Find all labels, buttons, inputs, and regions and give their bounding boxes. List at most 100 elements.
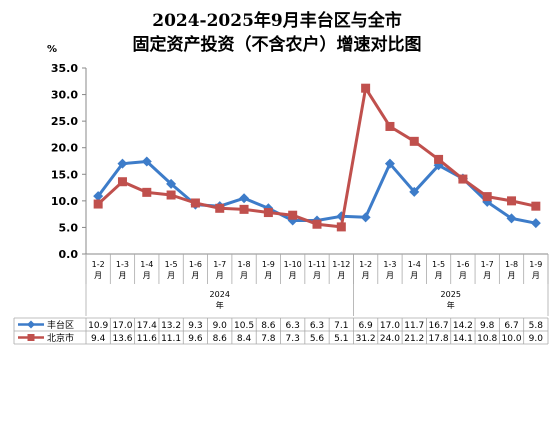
- legend-label: 丰台区: [47, 319, 74, 331]
- x-tick-label-unit: 月: [167, 271, 175, 280]
- table-cell-value: 7.3: [286, 334, 300, 344]
- y-tick-label: 30.0: [51, 89, 78, 102]
- table-cell-value: 6.9: [358, 321, 373, 331]
- x-tick-label: 1-9: [529, 260, 542, 269]
- table-cell-value: 11.7: [404, 321, 424, 331]
- data-point-marker: [507, 196, 517, 206]
- data-point-marker: [117, 177, 127, 187]
- table-cell-value: 7.1: [334, 321, 348, 331]
- data-point-marker: [530, 218, 541, 229]
- table-cell-value: 14.2: [453, 321, 473, 331]
- table-cell-value: 6.3: [310, 321, 324, 331]
- table-cell-value: 31.2: [356, 334, 376, 344]
- x-tick-label: 1-2: [92, 260, 105, 269]
- table-cell-value: 17.0: [112, 321, 132, 331]
- legend-label: 北京市: [47, 332, 74, 344]
- x-tick-label: 1-6: [456, 260, 469, 269]
- table-cell-value: 16.7: [429, 321, 449, 331]
- table-cell-value: 9.6: [188, 334, 203, 344]
- table-cell-value: 9.8: [480, 321, 495, 331]
- table-cell-value: 5.1: [334, 334, 348, 344]
- x-tick-label-unit: 月: [532, 271, 540, 280]
- data-point-marker: [434, 154, 444, 164]
- data-point-marker: [361, 83, 371, 93]
- table-cell-value: 10.5: [234, 321, 254, 331]
- legend-marker: [27, 320, 35, 329]
- table-cell-value: 8.4: [237, 334, 252, 344]
- table-cell-value: 9.0: [213, 321, 228, 331]
- x-tick-label-unit: 月: [143, 271, 151, 280]
- data-point-marker: [166, 190, 176, 200]
- y-tick-label: 35.0: [51, 62, 78, 75]
- data-point-marker: [360, 212, 371, 223]
- data-point-marker: [336, 222, 346, 232]
- data-point-marker: [142, 187, 152, 197]
- y-tick-label: 0.0: [59, 248, 79, 261]
- x-tick-label-unit: 月: [191, 271, 199, 280]
- data-point-marker: [190, 198, 200, 208]
- data-point-marker: [312, 219, 322, 229]
- x-tick-label: 1-6: [189, 260, 202, 269]
- table-cell-value: 9.4: [91, 334, 106, 344]
- data-point-marker: [288, 210, 298, 220]
- y-tick-label: 10.0: [51, 195, 78, 208]
- table-cell-value: 11.6: [137, 334, 157, 344]
- table-cell-value: 5.6: [310, 334, 325, 344]
- table-cell-value: 9.0: [529, 334, 544, 344]
- x-tick-label: 1-7: [213, 260, 226, 269]
- x-group-sub-label: 年: [447, 300, 455, 310]
- x-tick-label-unit: 月: [508, 271, 516, 280]
- chart-title-line2: 固定资产投资（不含农户）增速对比图: [132, 35, 422, 55]
- y-tick-label: 15.0: [51, 168, 78, 181]
- table-cell-value: 17.0: [380, 321, 400, 331]
- data-point-marker: [166, 178, 177, 189]
- x-tick-label: 1-5: [432, 260, 445, 269]
- data-point-marker: [458, 174, 468, 184]
- data-point-marker: [531, 201, 541, 211]
- table-cell-value: 8.6: [213, 334, 228, 344]
- data-point-marker: [385, 121, 395, 131]
- table-cell-value: 13.2: [161, 321, 181, 331]
- x-group-label: 2024: [210, 290, 230, 299]
- data-point-marker: [263, 208, 273, 218]
- y-tick-label: 20.0: [51, 142, 78, 155]
- table-cell-value: 17.8: [429, 334, 449, 344]
- x-tick-label: 1-5: [165, 260, 178, 269]
- x-tick-label: 1-11: [308, 260, 326, 269]
- data-point-marker: [239, 204, 249, 214]
- x-group-sub-label: 年: [216, 300, 224, 310]
- data-point-marker: [93, 191, 104, 202]
- data-point-marker: [239, 193, 250, 204]
- series-line-1: [96, 160, 537, 225]
- table-cell-value: 9.3: [188, 321, 202, 331]
- x-tick-label: 1-8: [238, 260, 251, 269]
- chart-title-line1: 2024-2025年9月丰台区与全市: [152, 11, 402, 31]
- data-point-marker: [409, 186, 420, 197]
- data-point-marker: [93, 199, 103, 209]
- y-tick-label: 5.0: [59, 221, 79, 234]
- table-cell-value: 11.1: [161, 334, 181, 344]
- table-cell-value: 6.7: [504, 321, 518, 331]
- table-cell-value: 6.3: [286, 321, 300, 331]
- x-tick-label-unit: 月: [313, 271, 321, 280]
- data-point-marker: [506, 213, 517, 224]
- x-tick-label: 1-3: [383, 260, 396, 269]
- data-point-marker: [117, 158, 128, 169]
- x-tick-label-unit: 月: [337, 271, 345, 280]
- x-tick-label-unit: 月: [264, 271, 272, 280]
- data-point-marker: [141, 156, 152, 167]
- x-tick-label: 1-7: [481, 260, 494, 269]
- data-point-marker: [482, 192, 492, 202]
- x-tick-label: 1-12: [332, 260, 350, 269]
- y-tick-label: 25.0: [51, 115, 78, 128]
- x-tick-label-unit: 月: [386, 271, 394, 280]
- x-tick-label-unit: 月: [459, 271, 467, 280]
- table-cell-value: 10.9: [88, 321, 108, 331]
- x-tick-label: 1-3: [116, 260, 129, 269]
- x-tick-label: 1-2: [359, 260, 372, 269]
- x-tick-label-unit: 月: [410, 271, 418, 280]
- legend-marker: [27, 334, 35, 341]
- x-tick-label-unit: 月: [362, 271, 370, 280]
- y-axis-unit: %: [47, 44, 57, 55]
